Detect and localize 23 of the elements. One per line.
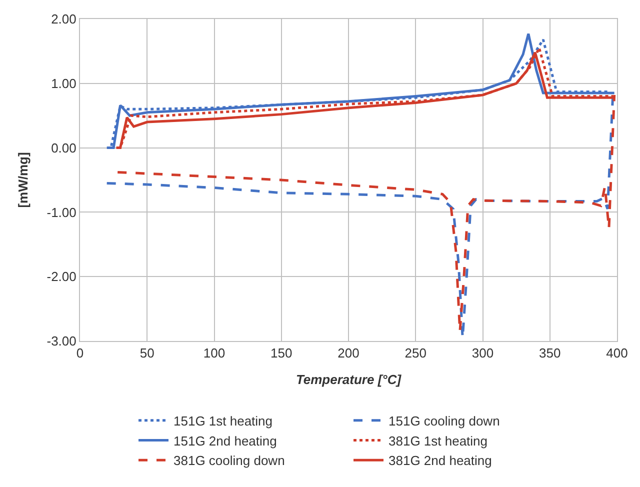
y-tick-label: -2.00 (46, 269, 76, 284)
y-tick-label: 1.00 (51, 76, 76, 91)
x-tick-label: 300 (472, 346, 494, 361)
legend-label: 381G 2nd heating (388, 453, 492, 468)
legend-label: 151G cooling down (388, 413, 500, 428)
x-tick-label: 200 (338, 346, 360, 361)
legend-label: 381G cooling down (174, 453, 285, 468)
x-tick-label: 400 (606, 346, 628, 361)
legend-label: 151G 1st heating (174, 413, 273, 428)
x-tick-label: 350 (539, 346, 561, 361)
x-tick-label: 0 (76, 346, 84, 361)
y-tick-label: -1.00 (46, 204, 76, 220)
y-axis-title: [mW/mg] (16, 152, 31, 208)
y-tick-label: 0.00 (51, 140, 76, 156)
x-tick-label: 250 (404, 346, 426, 361)
y-tick-label: 2.00 (51, 12, 76, 27)
x-tick-label: 150 (270, 346, 292, 361)
y-tick-label: -3.00 (46, 334, 76, 349)
x-tick-label: 50 (140, 346, 154, 361)
x-tick-label: 100 (203, 346, 226, 361)
x-axis-title: Temperature [°C] (296, 372, 402, 388)
legend-label: 381G 1st heating (388, 433, 488, 448)
legend-label: 151G 2nd heating (174, 433, 277, 448)
